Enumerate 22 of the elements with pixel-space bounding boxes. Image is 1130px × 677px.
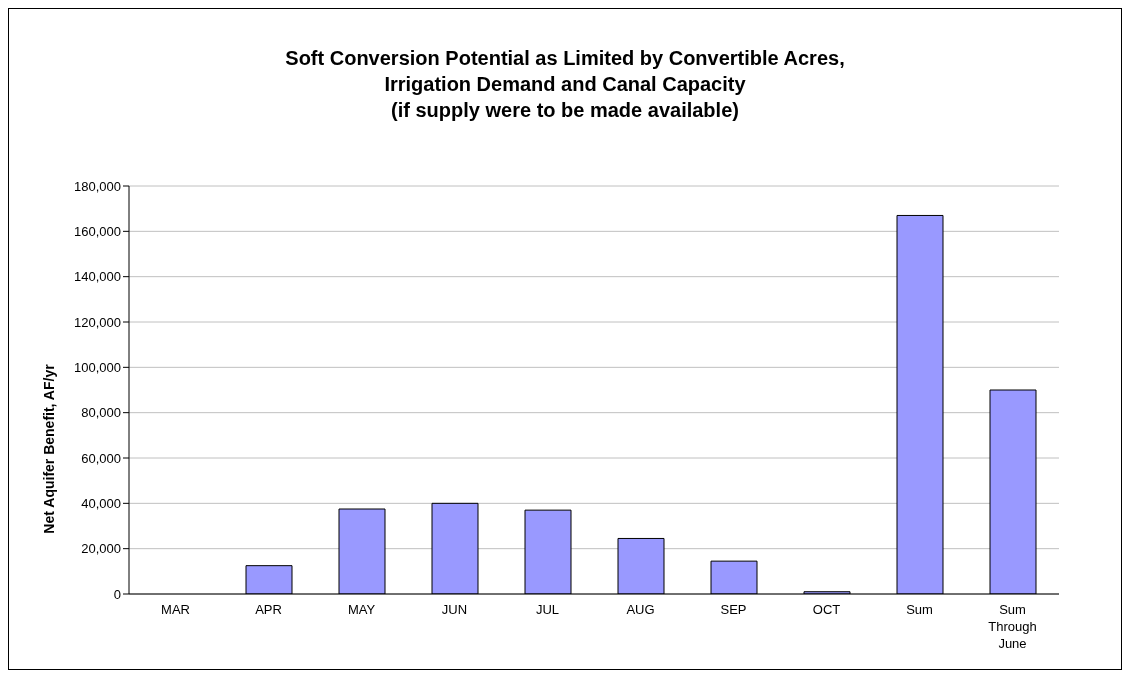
y-tick-label: 160,000 — [74, 223, 121, 239]
chart-title: Soft Conversion Potential as Limited by Convertible Acres, Irrigation Demand and Canal Capacity (if supply were to be made available) — [284, 46, 846, 123]
x-tick-label: MAR — [161, 602, 190, 617]
y-tick-label: 120,000 — [74, 314, 121, 330]
x-tick-label: MAY — [347, 602, 376, 617]
x-tick-label: JUL — [535, 602, 560, 617]
y-tick-label: 140,000 — [74, 269, 121, 285]
x-tick-label: APR — [255, 602, 282, 617]
x-tick-label: OCT — [812, 602, 841, 617]
x-tick-label: Sum — [906, 602, 933, 617]
x-tick-label: JUN — [441, 602, 468, 617]
y-axis-title: Net Aquifer Benefit, AF/yr — [41, 364, 57, 534]
y-tick-label: 180,000 — [74, 178, 121, 194]
y-tick-label: 60,000 — [81, 450, 121, 466]
x-tick-label: AUG — [626, 602, 655, 617]
y-tick-label: 80,000 — [81, 405, 121, 421]
y-tick-label: 40,000 — [81, 495, 121, 511]
y-tick-label: 100,000 — [74, 359, 121, 375]
x-tick-label: Sum Through June — [988, 602, 1037, 651]
x-tick-label: SEP — [720, 602, 747, 617]
y-tick-label: 0 — [113, 586, 121, 602]
y-tick-label: 20,000 — [81, 541, 121, 557]
